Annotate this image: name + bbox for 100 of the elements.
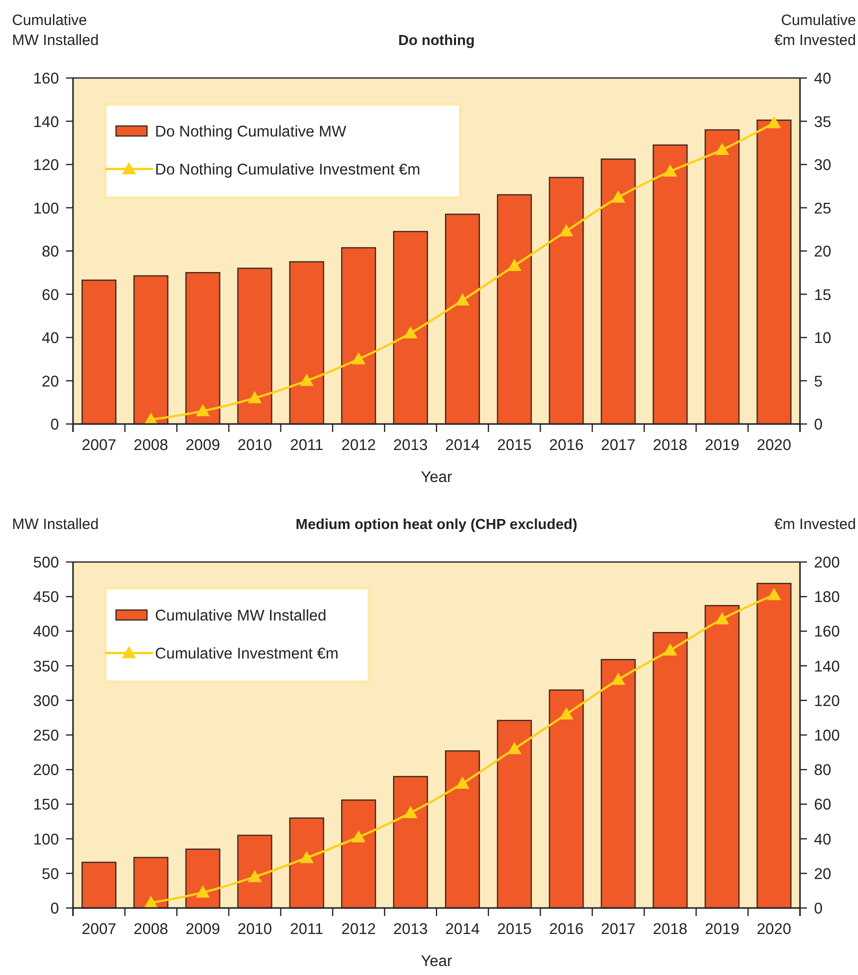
x-tick-label: 2014: [445, 921, 480, 938]
y-tick-label: 140: [33, 114, 60, 131]
legend-label: Do Nothing Cumulative Investment €m: [155, 162, 420, 178]
bar: [81, 862, 116, 909]
y2-tick-label: 100: [814, 728, 840, 744]
point: [352, 830, 366, 842]
point: [611, 190, 626, 203]
y2-tick-label: 40: [814, 70, 832, 88]
x-axis-title: Year: [420, 469, 452, 486]
y2-tick-label: 10: [814, 330, 832, 347]
y-tick-label: 80: [42, 244, 60, 260]
y-axis-title: Cumulative MW Installed: [12, 12, 99, 49]
chart-title: Do nothing: [398, 33, 475, 49]
x-tick-label: 2011: [290, 437, 324, 454]
legend-label: Do Nothing Cumulative MW: [155, 124, 347, 140]
y2-tick-label: 35: [814, 114, 832, 131]
y2-tick-label: 40: [814, 831, 832, 848]
x-tick-label: 2008: [134, 437, 168, 454]
bar: [600, 158, 636, 425]
legend-label: Cumulative MW Installed: [155, 608, 326, 624]
bar: [704, 129, 740, 425]
y-tick-label: 450: [33, 589, 60, 606]
bar: [81, 280, 116, 425]
y-tick-label: 40: [42, 330, 60, 347]
bar: [444, 214, 480, 425]
x-tick-label: 2020: [756, 437, 792, 454]
y2-tick-label: 30: [814, 157, 832, 174]
y2-tick-label: 20: [814, 244, 832, 260]
bar: [548, 689, 584, 909]
y-tick-label: 20: [42, 373, 60, 390]
bar: [652, 632, 688, 909]
x-tick-label: 2012: [341, 437, 376, 454]
y2-tick-label: 20: [814, 866, 832, 883]
x-tick-label: 2008: [134, 921, 168, 938]
point: [455, 293, 470, 306]
point: [507, 258, 522, 271]
point: [767, 588, 782, 600]
x-tick-label: 2009: [186, 437, 220, 454]
bar: [600, 658, 636, 909]
point: [663, 643, 678, 656]
point: [144, 896, 158, 908]
x-axis-title: Year: [420, 953, 452, 970]
y-tick-label: 100: [33, 200, 60, 218]
bar: [393, 230, 428, 425]
bar: [341, 799, 376, 909]
x-tick-label: 2009: [186, 921, 220, 938]
bar: [289, 817, 324, 909]
point: [663, 164, 678, 177]
y2-axis-title: Cumulative €m Invested: [774, 12, 856, 49]
point: [404, 806, 418, 818]
bar: [133, 275, 168, 425]
point: [507, 742, 522, 754]
bar: [185, 848, 220, 909]
y-tick-label: 500: [33, 554, 60, 572]
bar: [133, 856, 168, 909]
y2-tick-label: 80: [814, 762, 832, 780]
x-tick-label: 2019: [704, 437, 740, 454]
y-tick-label: 200: [33, 762, 60, 780]
y-tick-label: 0: [50, 900, 60, 918]
y2-tick-label: 140: [814, 658, 840, 676]
y2-tick-label: 25: [814, 200, 832, 218]
y-tick-label: 150: [33, 796, 60, 814]
bar: [704, 604, 740, 909]
point: [767, 116, 782, 128]
point: [559, 707, 574, 720]
y-tick-label: 400: [33, 624, 60, 641]
x-tick-label: 2015: [497, 437, 532, 454]
y-tick-label: 0: [50, 416, 60, 434]
x-tick-label: 2014: [445, 437, 480, 454]
point: [300, 374, 314, 386]
y2-tick-label: 180: [814, 589, 840, 606]
bar: [548, 176, 584, 425]
y2-tick-label: 15: [814, 286, 832, 304]
bar: [185, 272, 220, 425]
y2-tick-label: 160: [814, 624, 840, 641]
x-tick-label: 2007: [82, 437, 116, 454]
y2-tick-label: 200: [814, 554, 840, 572]
x-tick-label: 2016: [549, 437, 584, 454]
point: [248, 391, 262, 404]
point: [715, 142, 730, 156]
bar: [289, 261, 324, 425]
x-tick-label: 2010: [238, 437, 272, 454]
x-tick-label: 2016: [549, 921, 584, 938]
y2-tick-label: 120: [814, 692, 840, 710]
y-tick-label: 300: [33, 692, 60, 710]
x-tick-label: 2013: [393, 921, 428, 938]
bar: [393, 776, 428, 909]
y-tick-label: 100: [33, 831, 60, 848]
x-tick-label: 2011: [290, 921, 324, 938]
y2-tick-label: 0: [814, 416, 823, 434]
x-tick-label: 2012: [341, 921, 376, 938]
chart-title: Medium option heat only (CHP excluded): [296, 517, 578, 533]
x-tick-label: 2013: [393, 437, 428, 454]
bar: [496, 720, 532, 909]
y-tick-label: 160: [33, 70, 60, 88]
point: [559, 224, 574, 236]
x-tick-label: 2007: [82, 921, 116, 938]
point: [611, 672, 626, 685]
point: [300, 850, 314, 864]
bar: [444, 750, 480, 909]
